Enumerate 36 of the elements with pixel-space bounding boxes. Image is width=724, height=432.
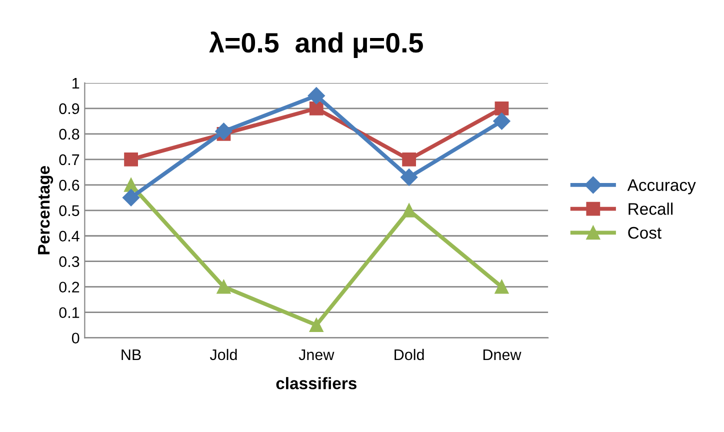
- x-tick-label: Dold: [394, 348, 424, 360]
- legend-label: Cost: [628, 226, 662, 239]
- point: [124, 178, 138, 192]
- point: [402, 152, 416, 166]
- x-tick-label: Jnew: [298, 349, 334, 360]
- y-tick-label: 0.8: [59, 128, 80, 140]
- legend-label: Recall: [628, 202, 673, 215]
- y-tick-label: 0.1: [59, 307, 80, 318]
- y-tick-label: 0: [72, 332, 80, 344]
- y-tick-label: 0.9: [59, 103, 80, 114]
- point: [124, 152, 138, 166]
- point: [402, 203, 416, 218]
- legend-label: Accuracy: [627, 179, 696, 194]
- point: [493, 112, 510, 130]
- y-tick-label: 0.7: [59, 154, 80, 166]
- y-tick-label: 0.3: [59, 256, 80, 268]
- point: [215, 122, 232, 140]
- y-tick-label: 0.5: [59, 205, 80, 216]
- x-tick-label: NB: [122, 349, 141, 360]
- y-tick-label: 0.6: [59, 180, 80, 191]
- x-tick-label: Dnew: [483, 349, 522, 360]
- y-tick-label: 1: [72, 78, 80, 88]
- point: [400, 168, 418, 186]
- x-tick-label: Jold: [210, 348, 237, 360]
- y-tick-label: 0.2: [59, 282, 80, 293]
- x-axis-title: classifiers: [276, 377, 356, 390]
- y-tick-label: 0.4: [59, 230, 80, 242]
- point: [494, 101, 509, 116]
- point: [308, 87, 325, 104]
- chart-title: λ=0.5 and μ=0.5: [209, 32, 423, 58]
- point: [494, 280, 509, 294]
- point: [309, 101, 324, 116]
- y-axis-title: Percentage: [38, 166, 54, 254]
- point: [309, 318, 324, 332]
- point: [216, 280, 231, 294]
- point: [122, 189, 140, 206]
